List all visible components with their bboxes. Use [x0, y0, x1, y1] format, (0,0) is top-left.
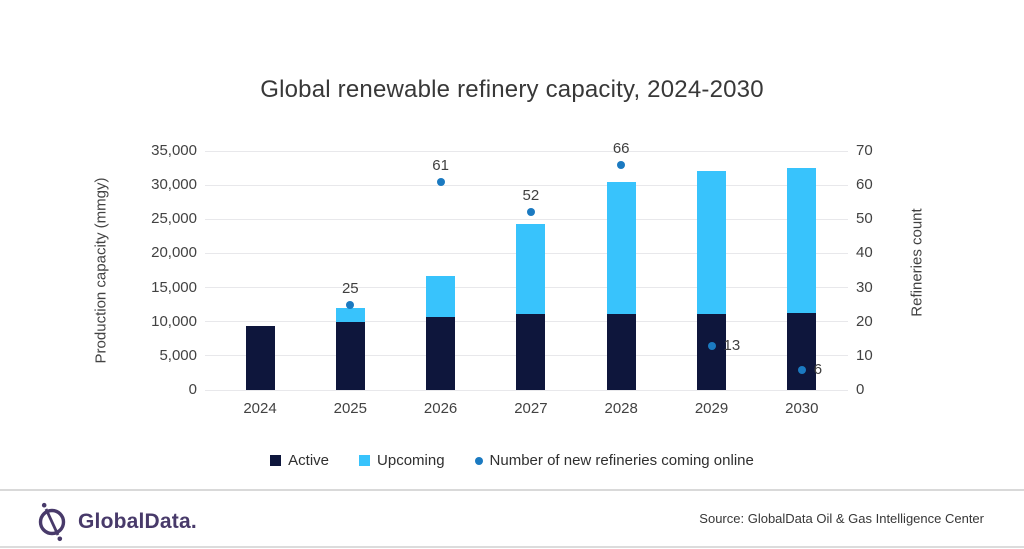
left-axis-tick: 15,000: [151, 278, 197, 296]
legend-item: Number of new refineries coming online: [474, 452, 754, 469]
left-axis-title: Production capacity (mmgy): [92, 177, 110, 364]
bar-active: [606, 313, 636, 390]
legend-label: Upcoming: [377, 452, 445, 469]
point-data-label: 61: [432, 156, 449, 174]
right-axis-tick: 0: [856, 381, 865, 398]
globaldata-wordmark: GlobalData.: [78, 510, 197, 533]
x-axis-tick: 2028: [604, 400, 638, 417]
point-data-label: 6: [813, 360, 823, 378]
refinery-count-point: [707, 341, 716, 350]
bar-active: [426, 317, 456, 390]
bar-active: [787, 313, 817, 390]
chart-title: Global renewable refinery capacity, 2024…: [260, 76, 764, 103]
chart-legend: Active Upcoming Number of new refineries c…: [0, 452, 1024, 469]
legend-item: Active: [270, 452, 329, 469]
left-axis-tick: 10,000: [151, 312, 197, 330]
globaldata-logo-icon: [34, 502, 70, 542]
left-axis-tick: 0: [188, 381, 197, 398]
right-axis-tick: 40: [856, 244, 873, 262]
x-axis-tick: 2025: [333, 400, 367, 417]
left-axis-tick: 30,000: [151, 176, 197, 194]
point-data-label: 66: [612, 139, 630, 157]
right-axis-tick: 70: [856, 142, 873, 159]
right-axis-tick: 60: [856, 176, 873, 194]
bar-upcoming: [697, 171, 726, 314]
gridline: [205, 150, 848, 152]
right-axis-tick: 50: [856, 210, 873, 228]
legend-item: Upcoming: [359, 452, 445, 469]
point-data-label: 13: [723, 336, 741, 354]
x-axis-tick: 2027: [514, 400, 548, 417]
right-axis-title: Refineries count: [908, 208, 926, 317]
bar-active: [516, 314, 546, 390]
bar-active: [245, 325, 275, 390]
refinery-count-point: [617, 160, 626, 169]
gridline: [205, 389, 848, 391]
source-attribution: Source: GlobalData Oil & Gas Intelligenc…: [699, 511, 984, 526]
legend-label: Active: [288, 452, 330, 469]
gridline: [205, 184, 848, 186]
right-axis-tick: 30: [856, 278, 873, 296]
x-axis-tick: 2026: [423, 400, 458, 417]
point-data-label: 52: [522, 187, 540, 205]
bar-upcoming: [426, 275, 456, 318]
x-axis-tick: 2029: [694, 400, 729, 417]
bar-active: [335, 322, 365, 390]
bar-active: [697, 313, 726, 390]
refinery-count-point: [526, 208, 535, 217]
left-axis-tick: 20,000: [151, 244, 197, 262]
legend-label: Number of new refineries coming online: [489, 452, 754, 469]
point-data-label: 25: [341, 279, 359, 297]
refinery-count-point: [436, 177, 445, 186]
refinery-count-point: [797, 365, 806, 374]
bar-upcoming: [516, 224, 546, 315]
bottom-border: [0, 546, 1024, 548]
bar-upcoming: [787, 168, 817, 314]
bar-upcoming: [606, 182, 636, 314]
left-axis-tick: 35,000: [151, 142, 197, 159]
bar-upcoming: [335, 308, 365, 323]
legend-square-marker: [359, 455, 371, 466]
gridline: [205, 218, 848, 220]
left-axis-tick: 25,000: [151, 210, 197, 228]
right-axis-tick: 20: [856, 312, 873, 330]
legend-square-marker: [270, 455, 282, 466]
legend-dot-marker: [474, 456, 483, 465]
x-axis-tick: 2024: [243, 400, 277, 417]
x-axis-tick: 2030: [785, 400, 819, 417]
globaldata-logo: GlobalData.: [34, 502, 197, 542]
footer-divider: [0, 489, 1024, 491]
left-axis-tick: 5,000: [159, 346, 197, 364]
right-axis-tick: 10: [856, 346, 873, 364]
refinery-count-point: [346, 300, 355, 309]
